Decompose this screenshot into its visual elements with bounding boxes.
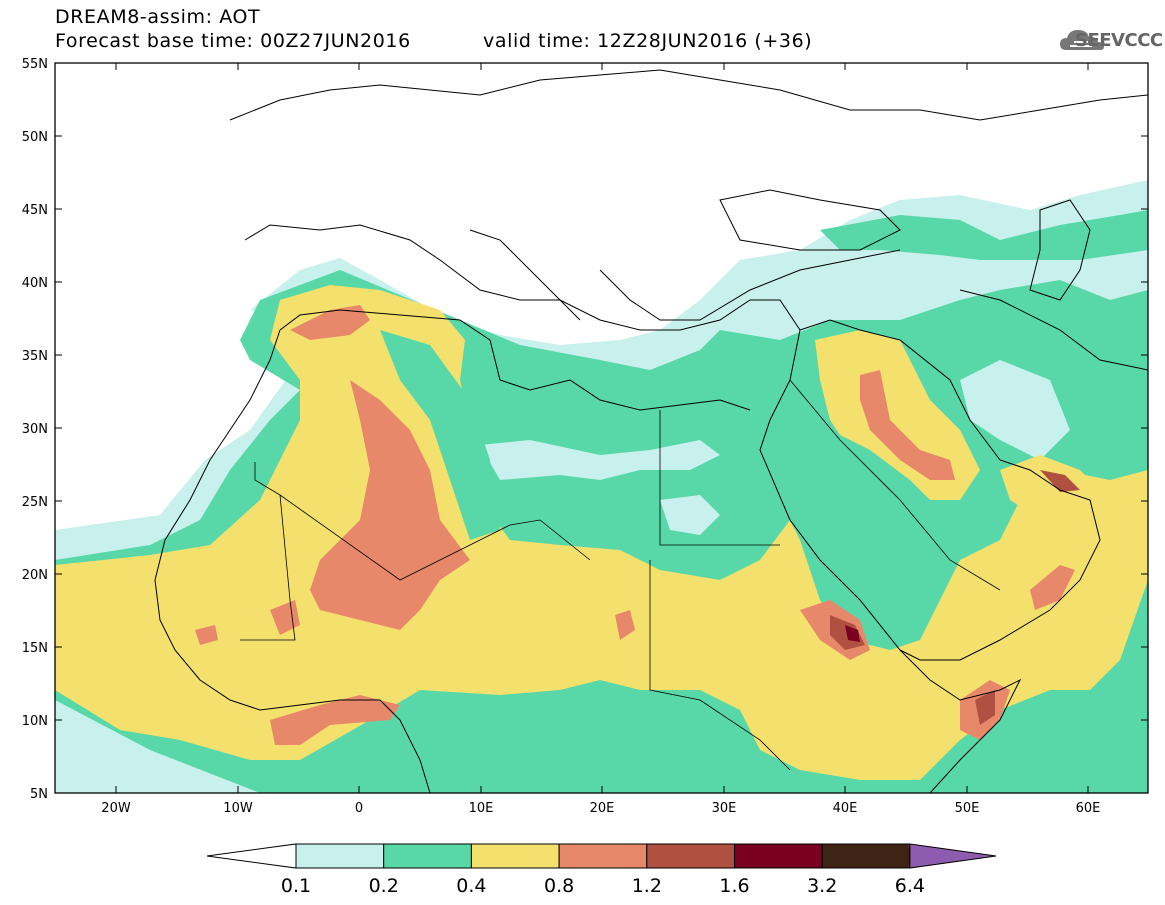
map-title: DREAM8-assim: AOT (55, 6, 261, 28)
lat-label: 25N (22, 495, 48, 510)
colorbar-bin (470, 843, 560, 869)
lat-label: 55N (22, 57, 48, 72)
colorbar-label: 0.2 (369, 875, 399, 897)
lat-label: 50N (22, 130, 48, 145)
aot-patch-horn (975, 690, 995, 725)
colorbar-label: 0.4 (456, 875, 486, 897)
aot-field (55, 63, 1148, 793)
lon-label: 20E (590, 801, 615, 816)
colorbar-label: 3.2 (807, 875, 837, 897)
colorbar-low-arrow (206, 843, 297, 869)
colorbar-high-arrow (909, 843, 997, 869)
aot-band-0-2-north (820, 210, 1148, 260)
lat-axis: 55N 50N 45N 40N 35N 30N 25N 20N 15N 10N … (22, 57, 1148, 802)
valid-time: valid time: 12Z28JUN2016 (+36) (483, 30, 813, 52)
aot-patch-sahara-green (380, 330, 500, 540)
border-sahara-1 (240, 462, 296, 641)
border-libya-egypt (659, 410, 780, 546)
aot-patch-iraq (860, 370, 955, 480)
aot-patch-persian-gulf (1040, 470, 1080, 492)
coast-europe-n (229, 69, 1148, 121)
coastlines (154, 69, 1148, 793)
coast-caspian (1029, 199, 1091, 301)
aot-patch-maroon (845, 625, 860, 642)
lat-label: 20N (22, 568, 48, 583)
lat-label: 15N (22, 641, 48, 656)
lon-label: 10E (469, 801, 494, 816)
aot-patch-oman (1030, 565, 1075, 610)
colorbar-bin (821, 843, 911, 869)
colorbar-bin (295, 843, 385, 869)
coast-iran (959, 289, 1148, 371)
lat-label: 30N (22, 422, 48, 437)
border-saudi (789, 379, 1001, 591)
aot-patch-iran (960, 360, 1070, 460)
colorbar-label: 1.2 (632, 875, 662, 897)
lon-label: 40E (833, 801, 858, 816)
lon-label: 0 (355, 801, 363, 816)
lat-label: 45N (22, 203, 48, 218)
cloud-logo-icon (1060, 30, 1104, 50)
colorbar-bin (646, 843, 735, 869)
coast-arabia (799, 319, 1101, 661)
coast-iberia-africa (244, 224, 1022, 793)
colorbar-bin (558, 843, 648, 869)
aot-band-0-4 (55, 285, 1148, 780)
aot-patch-chad (615, 610, 635, 640)
colorbar-bin (383, 843, 472, 869)
colorbar-label: 0.1 (281, 875, 311, 897)
lon-label: 60E (1076, 801, 1101, 816)
lon-label: 30E (712, 801, 737, 816)
colorbar-label: 6.4 (895, 875, 925, 897)
aot-band-0-8 (310, 380, 470, 630)
aot-patch-arabia-green (820, 430, 960, 570)
border-sudan (649, 560, 791, 771)
aot-patch-mauritania (270, 600, 300, 635)
lon-label: 50E (955, 801, 980, 816)
lat-label: 35N (22, 349, 48, 364)
aot-patch-guinea (195, 625, 218, 645)
lat-label: 5N (30, 787, 48, 802)
aot-patch-nigeria (270, 695, 400, 745)
lat-label: 40N (22, 276, 48, 291)
colorbar-label: 0.8 (544, 875, 574, 897)
coast-black-sea (719, 189, 901, 251)
colorbar (206, 843, 997, 869)
logo-text: SEEVCCC (1075, 30, 1163, 51)
lon-label: 20W (101, 801, 131, 816)
coast-greece-turkey (599, 249, 901, 321)
coast-w-africa (154, 329, 431, 793)
colorbar-labels: 0.1 0.2 0.4 0.8 1.2 1.6 3.2 6.4 (281, 875, 925, 897)
lon-axis: 20W 10W 0 10E 20E 30E 40E 50E 60E (101, 63, 1100, 816)
aot-patch-egypt (660, 495, 720, 535)
lon-label: 10W (223, 801, 253, 816)
colorbar-bin (734, 843, 823, 869)
border-sahara-2 (279, 494, 591, 581)
coast-italy (469, 229, 581, 321)
colorbar-label: 1.6 (719, 875, 749, 897)
coast-n-africa (279, 309, 751, 411)
forecast-base-time: Forecast base time: 00Z27JUN2016 (55, 30, 411, 52)
aot-band-0-4-gulf (1000, 455, 1100, 520)
aot-patch-atlas (290, 305, 370, 340)
aot-band-0-1-south (55, 720, 300, 793)
lat-label: 10N (22, 714, 48, 729)
